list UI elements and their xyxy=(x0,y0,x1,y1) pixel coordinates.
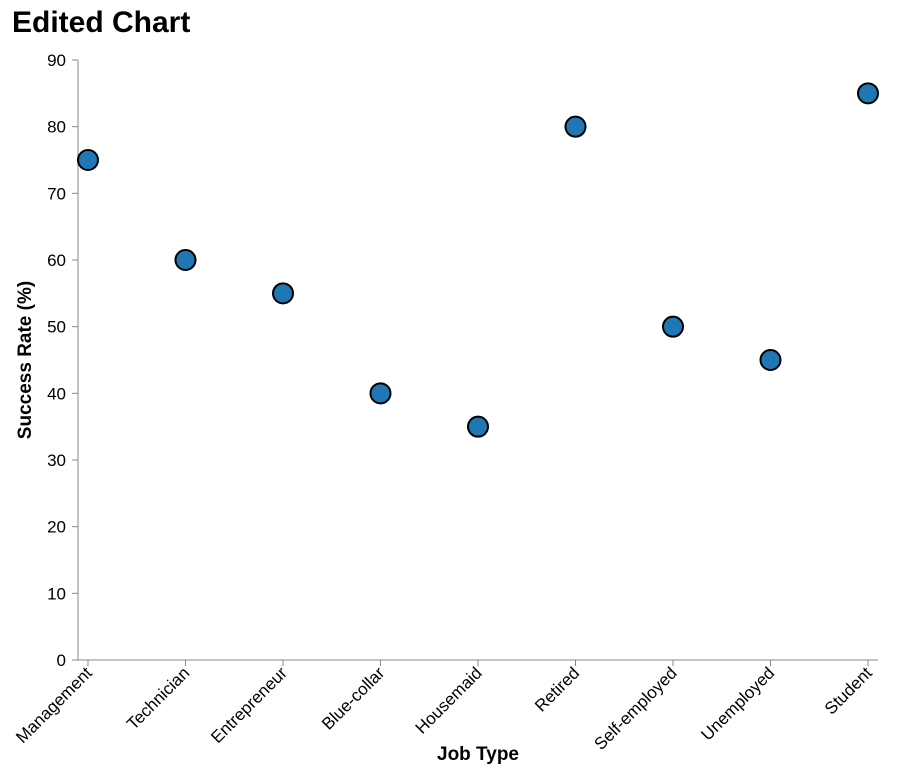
y-tick-label: 70 xyxy=(47,184,66,203)
data-point[interactable] xyxy=(272,282,294,305)
y-tick-label: 90 xyxy=(47,51,66,70)
x-tick-label: Unemployed xyxy=(697,663,778,744)
data-point[interactable] xyxy=(369,382,392,405)
x-tick-label: Student xyxy=(821,663,876,718)
x-tick-label: Self-employed xyxy=(591,663,681,753)
x-tick-label: Entrepreneur xyxy=(207,663,291,747)
x-tick-label: Blue-collar xyxy=(318,663,388,733)
x-tick-label: Housemaid xyxy=(412,663,486,737)
y-tick-label: 40 xyxy=(47,384,66,403)
data-point[interactable] xyxy=(564,115,587,138)
data-point[interactable] xyxy=(857,82,879,105)
data-point[interactable] xyxy=(759,349,782,371)
data-point[interactable] xyxy=(662,315,684,338)
x-axis-title: Job Type xyxy=(437,744,519,765)
data-point[interactable] xyxy=(77,149,99,171)
y-tick-label: 0 xyxy=(57,651,66,670)
y-axis-title: Success Rate (%) xyxy=(15,281,36,439)
y-tick-label: 80 xyxy=(47,118,66,137)
chart-title: Edited Chart xyxy=(12,6,191,39)
y-tick-label: 20 xyxy=(47,518,66,537)
x-axis: Management Technician Entrepreneur Blue-col… xyxy=(12,659,878,754)
x-tick-label: Retired xyxy=(531,663,583,715)
data-point[interactable] xyxy=(174,249,197,271)
y-tick-label: 60 xyxy=(47,251,66,270)
y-tick-label: 30 xyxy=(47,451,66,470)
x-tick-label: Technician xyxy=(123,663,193,733)
y-axis: 0 10 20 30 40 50 60 70 80 90 xyxy=(47,51,79,670)
y-tick-label: 10 xyxy=(47,584,66,603)
data-point[interactable] xyxy=(467,415,489,438)
data-points xyxy=(77,82,879,438)
y-tick-label: 50 xyxy=(47,318,66,337)
x-tick-label: Management xyxy=(12,663,96,747)
